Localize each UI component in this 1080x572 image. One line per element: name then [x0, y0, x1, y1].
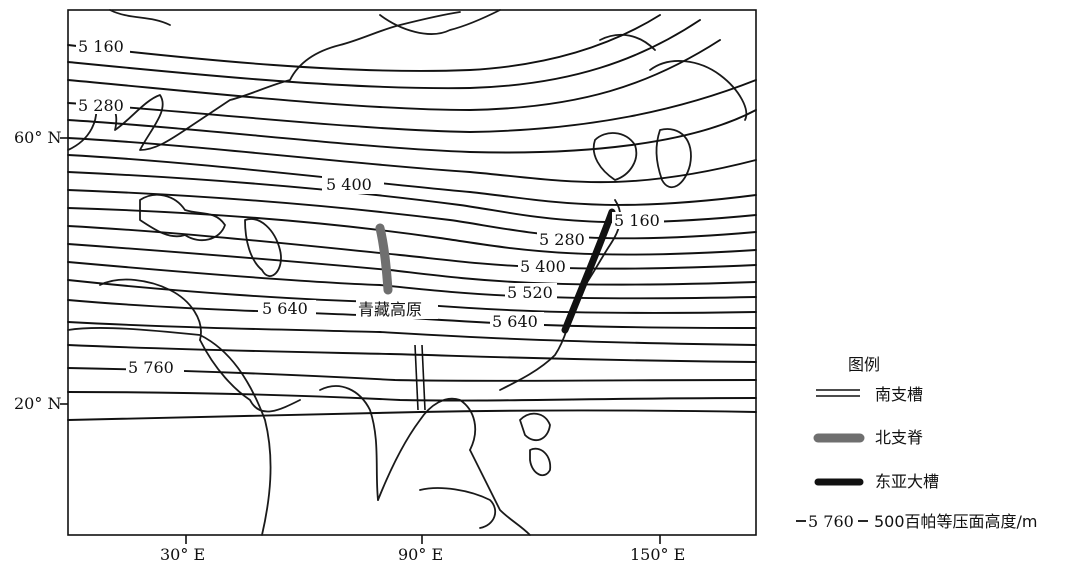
double-line-icon [816, 389, 860, 397]
plateau-label: 青藏高原 [358, 300, 422, 319]
contour-label-5160-right: 5 160 [614, 211, 660, 230]
isoline-labels: 5 160 5 280 5 400 5 640 5 760 5 160 5 28… [76, 37, 664, 377]
lat-label-60n: 60° N [14, 128, 61, 147]
legend-label-south-trough: 南支槽 [875, 385, 923, 404]
contour-label-5520-right: 5 520 [507, 283, 553, 302]
contour-label-5160-top: 5 160 [78, 37, 124, 56]
contour-label-5760-left: 5 760 [128, 358, 174, 377]
lon-label-30e: 30° E [160, 545, 205, 564]
south-trough-line [414, 344, 426, 411]
legend-isoline-sample: 5 760 [808, 512, 854, 531]
north-ridge-line [375, 223, 393, 295]
contour-label-5280-right: 5 280 [539, 230, 585, 249]
east-asia-trough-line [561, 208, 616, 334]
map-frame [67, 9, 757, 536]
lon-label-150e: 150° E [630, 545, 685, 564]
legend-label-east-asia-trough: 东亚大槽 [875, 472, 939, 491]
contour-label-5640-left: 5 640 [262, 299, 308, 318]
lon-label-90e: 90° E [398, 545, 443, 564]
contour-label-5280-left: 5 280 [78, 96, 124, 115]
legend-label-north-ridge: 北支脊 [875, 428, 923, 447]
contour-label-5400-right: 5 400 [520, 257, 566, 276]
contour-label-5640-right: 5 640 [492, 312, 538, 331]
legend-title: 图例 [848, 355, 880, 374]
contour-lines [67, 14, 757, 421]
contour-label-5400-mid: 5 400 [326, 175, 372, 194]
legend-label-isoline: 500百帕等压面高度/m [874, 512, 1038, 531]
legend: 图例 南支槽 北支脊 东亚大槽 5 760 500百帕等压面高度/m [796, 355, 1038, 531]
lat-label-20n: 20° N [14, 394, 61, 413]
